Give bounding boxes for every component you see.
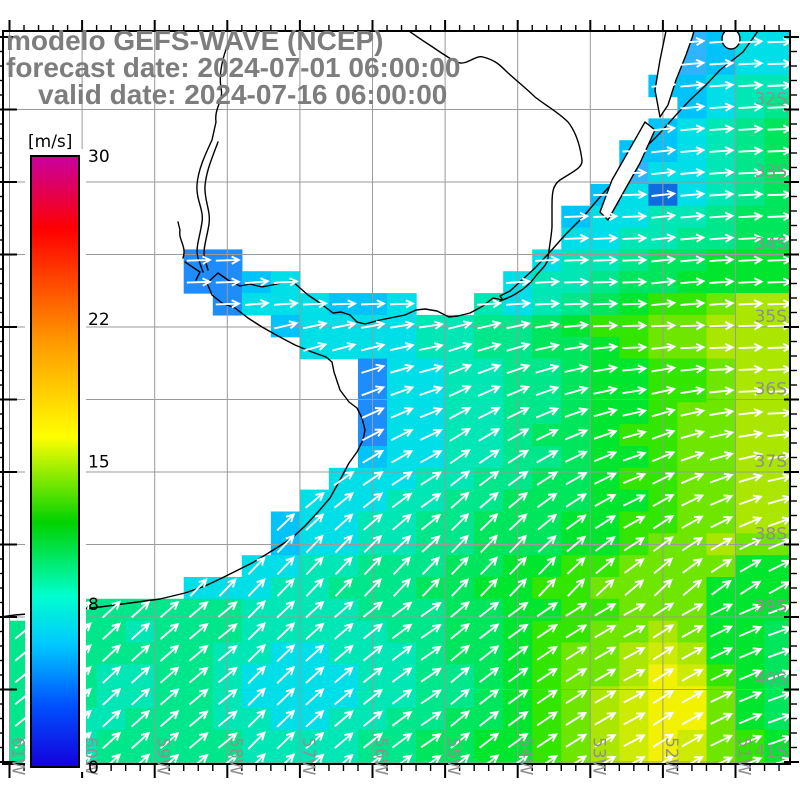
lon-label: 55W [443,737,463,776]
river-bank [203,141,219,271]
lon-label: 54W [516,737,536,776]
colorbar-tick: 15 [88,453,110,473]
lat-label: 41S [755,742,787,762]
river-delta [177,221,201,281]
lat-label: 32S [755,90,787,110]
lat-label: 37S [755,452,787,472]
title-block: modelo GEFS-WAVE (NCEP) forecast date: 2… [6,25,460,110]
lat-label: 39S [755,597,787,617]
lagoon-patos [654,32,695,118]
colorbar-unit-label: [m/s] [28,132,72,152]
latitude-labels: 32S 33S 34S 35S 36S 37S 38S 39S 40S 41S [755,90,787,763]
model-title: modelo GEFS-WAVE (NCEP) [6,25,384,56]
lon-label: 52W [661,737,681,776]
lat-label: 36S [755,380,787,400]
colorbar-tick: 0 [88,758,99,778]
lon-label: 56W [371,737,391,776]
colorbar: [m/s] 30 22 15 8 0 [25,132,110,778]
lon-label: 53W [588,737,608,776]
colorbar-gradient [30,155,80,768]
map-frame-ticks [0,20,799,778]
lon-label: 61W [8,737,28,776]
lon-label: 59W [153,737,173,776]
lon-label: 58W [225,737,245,776]
colorbar-tick: 22 [88,310,110,330]
river-border [409,32,583,302]
lat-label: 35S [755,307,787,327]
lat-label: 33S [755,162,787,182]
wave-direction-arrows [14,37,789,763]
lon-label: 57W [298,737,318,776]
colorbar-tick: 30 [88,147,110,167]
colorbar-tick: 8 [88,595,99,615]
colorbar-tick-labels: 30 22 15 8 0 [88,147,110,778]
lon-label: 51W [734,737,754,776]
lat-label: 34S [755,235,787,255]
longitude-labels: 61W 60W 59W 58W 57W 56W 55W 54W 53W 52W 51W [8,737,754,776]
valid-date: valid date: 2024-07-16 06:00:00 [38,79,447,110]
lat-label: 38S [755,525,787,545]
forecast-date: forecast date: 2024-07-01 06:00:00 [6,52,460,83]
river-uruguay [196,32,234,273]
lat-label: 40S [755,670,787,690]
